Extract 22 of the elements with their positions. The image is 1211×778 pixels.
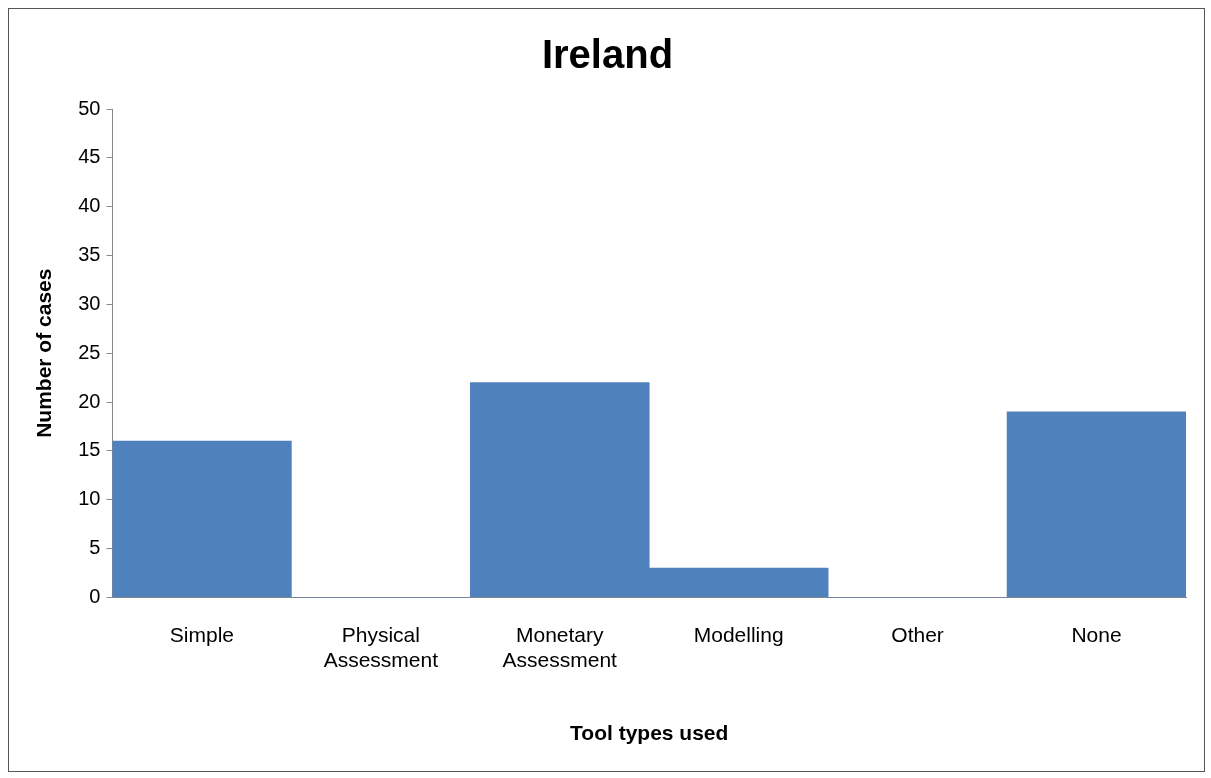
y-tick-label: 50 (78, 96, 101, 119)
y-tick-label: 0 (89, 584, 101, 607)
y-axis-title: Number of cases (32, 268, 56, 438)
y-tick-label: 15 (78, 438, 101, 461)
x-tick-label: None (1071, 622, 1122, 646)
y-tick-label: 45 (78, 145, 101, 168)
y-tick-label: 30 (78, 291, 101, 314)
x-tick-label: Other (891, 622, 944, 646)
bar (112, 440, 292, 598)
bar (1006, 411, 1186, 598)
x-tick-label: Simple (169, 622, 235, 646)
x-tick-label: Modelling (693, 622, 784, 646)
x-tick-label: Physical Assessment (323, 622, 439, 671)
x-axis-title: Tool types used (570, 721, 729, 745)
y-tick-label: 25 (78, 340, 101, 363)
y-tick-label: 5 (89, 536, 101, 559)
chart-title: Ireland (541, 32, 674, 77)
y-tick-label: 20 (78, 389, 101, 412)
y-tick-label: 35 (78, 243, 101, 266)
y-tick-label: 10 (78, 487, 101, 510)
x-tick-label: Monetary Assessment (502, 622, 618, 671)
y-tick-label: 40 (78, 194, 101, 217)
